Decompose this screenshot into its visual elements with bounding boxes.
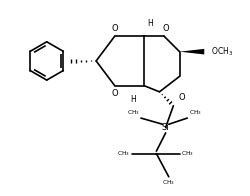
Text: OCH$_3$: OCH$_3$ [210,45,232,58]
Text: O: O [162,24,168,33]
Text: O: O [111,89,117,98]
Text: CH$_3$: CH$_3$ [126,108,139,117]
Text: H: H [130,95,136,104]
Text: O: O [111,24,117,33]
Polygon shape [179,49,204,54]
Text: Si: Si [161,123,169,132]
Text: CH$_3$: CH$_3$ [117,149,130,158]
Text: H: H [147,19,152,28]
Text: CH$_3$: CH$_3$ [180,149,193,158]
Text: O: O [178,93,185,102]
Text: CH$_3$: CH$_3$ [188,108,201,117]
Text: CH$_3$: CH$_3$ [162,178,174,187]
